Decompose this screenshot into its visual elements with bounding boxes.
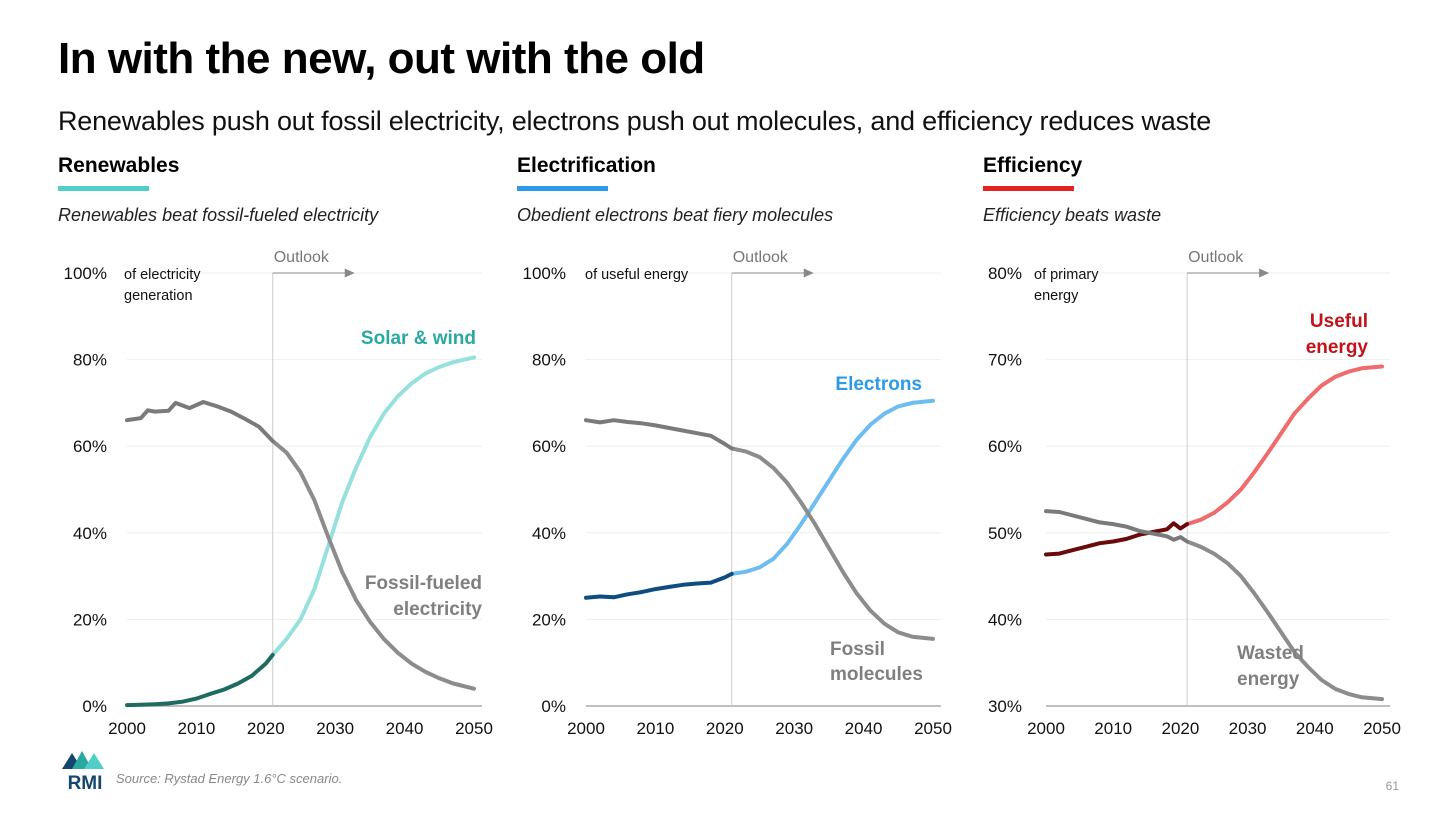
series-label-solar-wind: Solar & wind bbox=[361, 328, 476, 349]
chart-panel-2: 0% 20% 40% 60% 80% 100% 2000 2010 2020 2030 2040 20… bbox=[523, 249, 952, 738]
panel-title-electrification: Electrification bbox=[517, 154, 656, 177]
series-label-fossil-fueled-electricity: Fossil-fueled bbox=[365, 573, 482, 594]
y-tick-label: 100% bbox=[523, 264, 566, 283]
series-label-wasted-energy: Wasted bbox=[1237, 643, 1304, 664]
panel-subtitle-renewables: Renewables beat fossil-fueled electricit… bbox=[58, 205, 379, 225]
series-line-electrons-outlook bbox=[729, 398, 935, 576]
x-tick-label: 2050 bbox=[455, 719, 493, 738]
outlook-label: Outlook bbox=[733, 249, 789, 266]
x-tick-label: 2040 bbox=[1296, 719, 1334, 738]
y-axis-unit-label: of primary energy bbox=[1034, 267, 1099, 304]
panel-accent-bar-efficiency bbox=[983, 186, 1074, 191]
y-tick-label: 40% bbox=[73, 524, 107, 543]
y-tick-label: 80% bbox=[532, 351, 566, 370]
series-label-fossil-molecules: molecules bbox=[830, 664, 923, 685]
x-tick-label: 2000 bbox=[108, 719, 146, 738]
panel-title-efficiency: Efficiency bbox=[983, 154, 1083, 177]
series-label-useful-energy: Useful bbox=[1310, 311, 1368, 332]
series-label-useful-energy: energy bbox=[1306, 337, 1369, 358]
series-line-fossil-fueled-electricity-historical bbox=[125, 400, 275, 443]
panel-accent-bar-electrification bbox=[517, 186, 608, 191]
x-tick-label: 2010 bbox=[177, 719, 215, 738]
outlook-arrow-head-icon bbox=[344, 268, 355, 278]
series-line-useful-energy-outlook bbox=[1185, 364, 1384, 527]
panel-header-renewables: Renewables Renewables beat fossil-fueled… bbox=[58, 154, 378, 226]
x-tick-label: 2050 bbox=[914, 719, 952, 738]
x-tick-label: 2010 bbox=[636, 719, 674, 738]
series-line-solar-wind-outlook bbox=[270, 355, 476, 657]
series-line-fossil-molecules-outlook bbox=[729, 446, 935, 641]
series-label-wasted-energy: energy bbox=[1237, 669, 1300, 690]
y-tick-label: 40% bbox=[532, 524, 566, 543]
x-tick-label: 2010 bbox=[1094, 719, 1132, 738]
series-label-electrons: Electrons bbox=[835, 374, 922, 395]
y-tick-label: 100% bbox=[64, 264, 107, 283]
x-tick-label: 2020 bbox=[706, 719, 744, 738]
y-tick-label: 30% bbox=[988, 697, 1022, 716]
y-tick-label: 80% bbox=[988, 264, 1022, 283]
source-note: Source: Rystad Energy 1.6°C scenario. bbox=[116, 771, 343, 786]
x-tick-label: 2040 bbox=[386, 719, 424, 738]
y-tick-label: 70% bbox=[988, 351, 1022, 370]
y-tick-label: 0% bbox=[82, 697, 107, 716]
x-tick-label: 2020 bbox=[247, 719, 285, 738]
page-number: 61 bbox=[1385, 779, 1399, 793]
x-tick-label: 2000 bbox=[1027, 719, 1065, 738]
outlook-arrow-head-icon bbox=[1259, 268, 1270, 278]
y-axis-unit-label: of useful energy bbox=[585, 267, 689, 283]
page-subtitle: Renewables push out fossil electricity, … bbox=[58, 106, 1212, 136]
chart-panel-1: 0% 20% 40% 60% 80% 100% 2000 2010 2020 2030 2040 20… bbox=[64, 249, 493, 738]
outlook-label: Outlook bbox=[274, 249, 330, 266]
y-tick-label: 20% bbox=[532, 610, 566, 629]
y-tick-label: 0% bbox=[541, 697, 566, 716]
outlook-arrow-head-icon bbox=[803, 268, 814, 278]
y-axis-unit-label: of electricity generation bbox=[124, 267, 201, 304]
series-label-fossil-molecules: Fossil bbox=[830, 639, 885, 660]
series-line-electrons-historical bbox=[584, 571, 734, 600]
y-tick-label: 60% bbox=[532, 437, 566, 456]
chart-panel-3: 30% 40% 50% 60% 70% 80% 2000 2010 2020 2030 2040 20… bbox=[988, 249, 1401, 738]
panel-subtitle-efficiency: Efficiency beats waste bbox=[983, 205, 1162, 225]
y-tick-label: 80% bbox=[73, 351, 107, 370]
x-tick-label: 2030 bbox=[316, 719, 354, 738]
series-line-useful-energy-historical bbox=[1044, 521, 1190, 557]
panel-accent-bar-renewables bbox=[58, 186, 149, 191]
page-title: In with the new, out with the old bbox=[58, 34, 705, 83]
x-tick-label: 2040 bbox=[845, 719, 883, 738]
series-line-solar-wind-historical bbox=[125, 652, 275, 708]
panel-header-electrification: Electrification Obedient electrons beat … bbox=[517, 154, 833, 226]
series-line-wasted-energy-outlook bbox=[1185, 539, 1384, 702]
x-tick-label: 2000 bbox=[567, 719, 605, 738]
rmi-logo-icon: RMI bbox=[62, 751, 104, 791]
svg-text:RMI: RMI bbox=[68, 773, 103, 791]
x-tick-label: 2050 bbox=[1363, 719, 1401, 738]
y-tick-label: 20% bbox=[73, 610, 107, 629]
panel-title-renewables: Renewables bbox=[58, 154, 180, 177]
series-line-fossil-molecules-historical bbox=[584, 418, 734, 451]
y-tick-label: 40% bbox=[988, 610, 1022, 629]
y-tick-label: 60% bbox=[73, 437, 107, 456]
series-line-wasted-energy-historical bbox=[1044, 509, 1190, 544]
x-tick-label: 2030 bbox=[775, 719, 813, 738]
series-line-fossil-fueled-electricity-outlook bbox=[270, 439, 476, 691]
panel-subtitle-electrification: Obedient electrons beat fiery molecules bbox=[517, 205, 834, 225]
y-tick-label: 50% bbox=[988, 524, 1022, 543]
outlook-label: Outlook bbox=[1188, 249, 1244, 266]
series-label-fossil-fueled-electricity: electricity bbox=[393, 599, 482, 620]
x-tick-label: 2030 bbox=[1229, 719, 1267, 738]
y-tick-label: 60% bbox=[988, 437, 1022, 456]
panel-header-efficiency: Efficiency Efficiency beats waste bbox=[983, 154, 1161, 226]
x-tick-label: 2020 bbox=[1161, 719, 1199, 738]
